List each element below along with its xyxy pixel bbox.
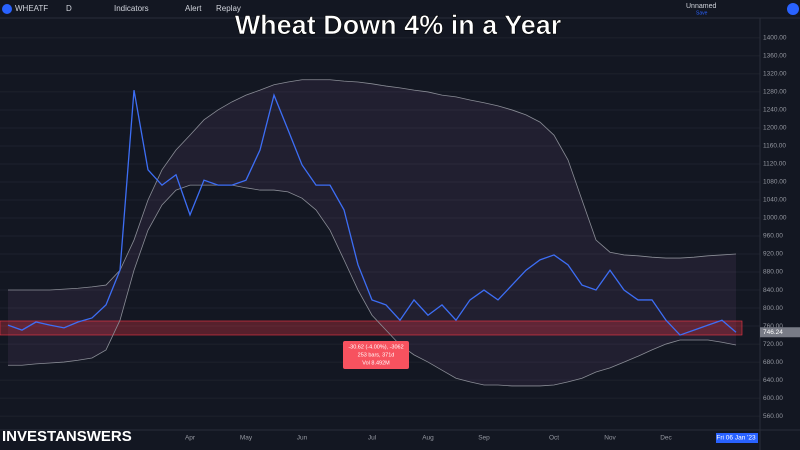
- y-tick-label: 1040.00: [763, 197, 787, 204]
- plot: 560.00 600.00 640.00 680.00 720.00 760.00 800.…: [0, 18, 800, 450]
- y-tick-label: 800.00: [763, 305, 783, 312]
- interval[interactable]: D: [66, 4, 72, 13]
- band-line: [8, 184, 737, 387]
- y-tick-label: 1320.00: [763, 71, 787, 78]
- price-line: [7, 90, 737, 336]
- x-tick-label: Apr: [185, 435, 196, 442]
- y-tick-label: 1280.00: [763, 89, 787, 96]
- x-tick-label: Sep: [478, 435, 490, 442]
- x-tick-label: Jul: [368, 435, 377, 442]
- y-tick-label: 640.00: [763, 377, 783, 384]
- tooltip-line: -30.62 (-4.00%), -3062: [348, 344, 403, 350]
- y-tick-label: 1360.00: [763, 53, 787, 60]
- y-tick-label: 1120.00: [763, 161, 786, 168]
- y-tick-label: 1400.00: [763, 35, 787, 42]
- x-tick-label: Aug: [422, 435, 434, 442]
- y-tick-label: 720.00: [763, 341, 783, 348]
- measure-box: [0, 320, 743, 336]
- y-tick-label: 840.00: [763, 287, 783, 294]
- x-tick-label: Fri 06 Jan '23: [716, 435, 756, 442]
- last-price-bg: [760, 327, 800, 338]
- date-tag-bg: [716, 433, 758, 443]
- symbol-icon: [2, 4, 12, 14]
- x-tick-label: May: [240, 435, 253, 442]
- y-tick-label: 560.00: [763, 413, 783, 420]
- alert[interactable]: Alert: [185, 4, 202, 13]
- y-tick-label: 600.00: [763, 395, 783, 402]
- y-tick-label: 1000.00: [763, 215, 787, 222]
- tooltip-line: Vol 8.492M: [362, 360, 390, 366]
- x-tick-label: Oct: [549, 435, 559, 442]
- replay[interactable]: Replay: [216, 4, 241, 13]
- tooltip-bg: [343, 341, 409, 369]
- symbol[interactable]: WHEATF: [15, 4, 48, 13]
- y-tick-label: 960.00: [763, 233, 783, 240]
- tooltip-line: 253 bars, 371d: [358, 352, 395, 358]
- x-tick-label: Nov: [604, 435, 616, 442]
- chart-title: Wheat Down 4% in a Year: [235, 10, 562, 40]
- last-price: 746.24: [763, 329, 783, 336]
- y-tick-label: 1240.00: [763, 107, 787, 114]
- y-tick-label: 880.00: [763, 269, 783, 276]
- logo: INVESTANSWERS: [2, 428, 132, 445]
- x-tick-label: Jun: [297, 435, 308, 442]
- y-tick-label: 760.00: [763, 323, 783, 330]
- y-tick-label: 1200.00: [763, 125, 787, 132]
- profile[interactable]: [787, 3, 799, 15]
- x-tick-label: Dec: [660, 435, 672, 442]
- y-tick-label: 920.00: [763, 251, 783, 258]
- y-tick-label: 1080.00: [763, 179, 787, 186]
- indicators[interactable]: Indicators: [114, 4, 149, 13]
- y-tick-label: 680.00: [763, 359, 783, 366]
- layout-name[interactable]: Unnamed: [686, 3, 716, 10]
- band-line: [8, 79, 737, 291]
- toolbar: [0, 0, 800, 18]
- y-tick-label: 1160.00: [763, 143, 786, 150]
- save[interactable]: Save: [696, 10, 708, 16]
- band-fill: [8, 79, 736, 386]
